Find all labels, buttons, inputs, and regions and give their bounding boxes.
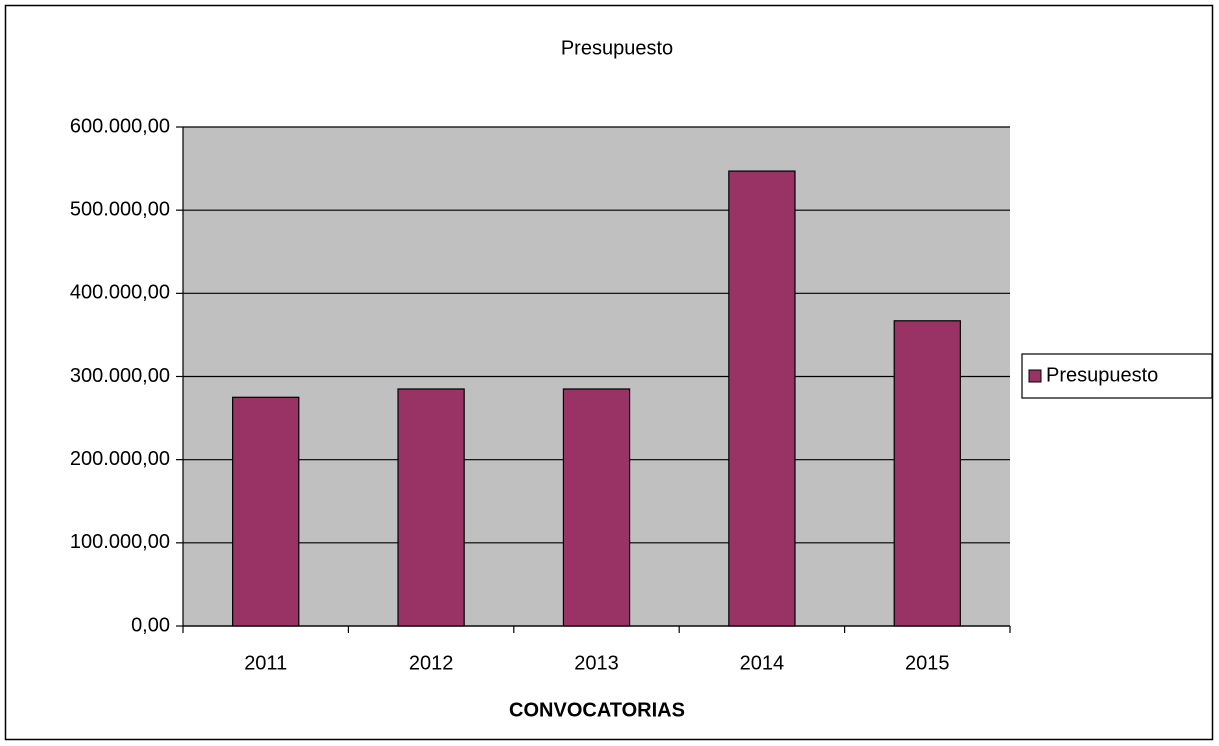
- y-tick-label: 100.000,00: [70, 531, 170, 553]
- y-tick-label: 200.000,00: [70, 448, 170, 470]
- y-tick-label: 300.000,00: [70, 365, 170, 387]
- x-tick-label: 2015: [905, 652, 950, 674]
- legend-box: [1021, 353, 1213, 399]
- bar: [232, 396, 300, 627]
- x-tick-label: 2011: [244, 652, 287, 674]
- x-axis-label: CONVOCATORIAS: [509, 699, 685, 721]
- bar: [893, 320, 961, 627]
- y-tick-label: 600.000,00: [70, 115, 170, 137]
- bar: [562, 388, 631, 627]
- y-tick-label: 0,00: [131, 614, 170, 636]
- y-tick-label: 500.000,00: [70, 198, 170, 220]
- x-tick-label: 2014: [740, 652, 785, 674]
- legend-label: Presupuesto: [1046, 364, 1158, 386]
- y-tick-label: 400.000,00: [70, 282, 170, 304]
- bar: [728, 170, 796, 627]
- bar: [397, 388, 465, 627]
- x-tick-label: 2012: [409, 652, 454, 674]
- chart-title: Presupuesto: [561, 37, 673, 59]
- x-tick-label: 2013: [574, 652, 619, 674]
- legend-swatch: [1028, 369, 1042, 383]
